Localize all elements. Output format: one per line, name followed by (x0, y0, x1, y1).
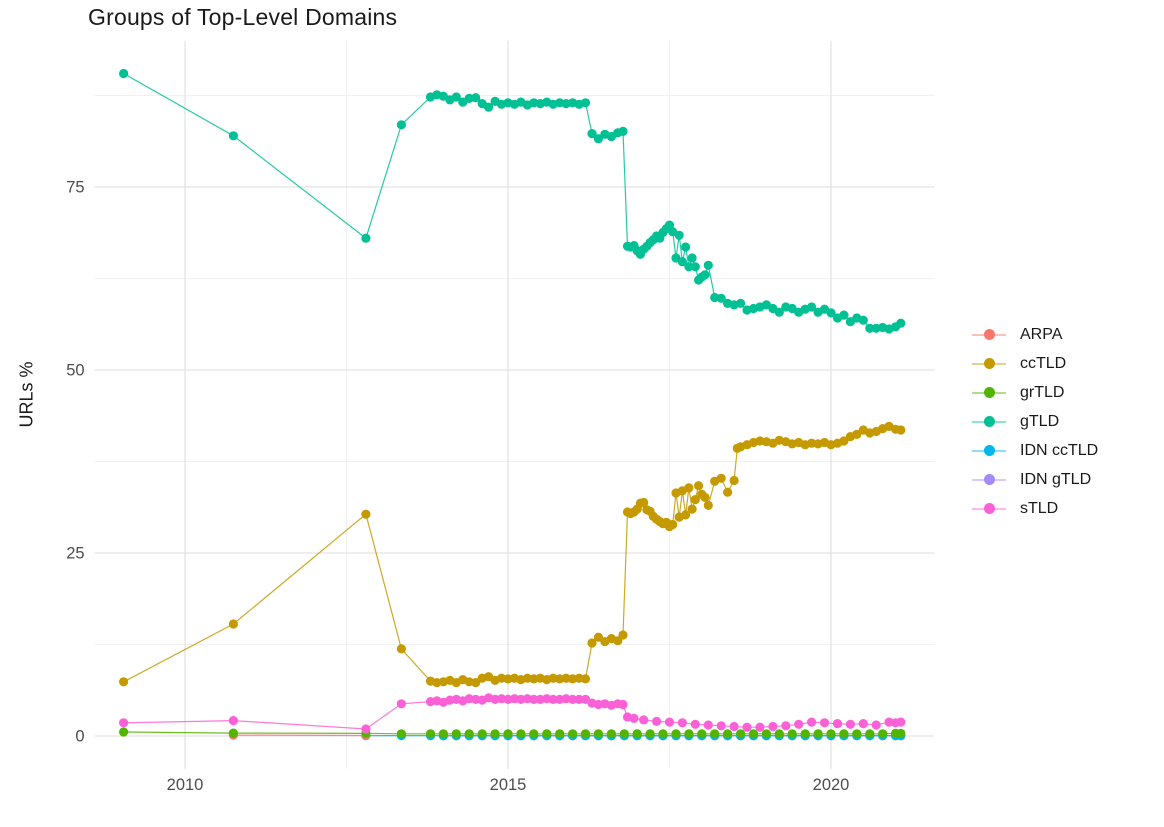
svg-text:25: 25 (66, 545, 84, 563)
svg-text:2020: 2020 (813, 776, 850, 794)
legend-item-idn-cctld: IDN ccTLD (972, 436, 1098, 465)
legend-item-grtld: grTLD (972, 378, 1098, 407)
arpa-swatch-icon (972, 329, 1006, 341)
svg-text:2010: 2010 (167, 776, 204, 794)
svg-text:2015: 2015 (490, 776, 527, 794)
gtld-swatch-icon (972, 416, 1006, 428)
legend-label: ARPA (1020, 325, 1063, 343)
chart-title: Groups of Top-Level Domains (88, 4, 398, 30)
legend-label: grTLD (1020, 383, 1065, 401)
legend-item-arpa: ARPA (972, 320, 1098, 349)
legend-item-cctld: ccTLD (972, 349, 1098, 378)
idn-gtld-swatch-icon (972, 474, 1006, 486)
legend: ARPA ccTLD grTLD gTLD IDN ccTLD IDN gTLD… (972, 320, 1098, 523)
cctld-swatch-icon (972, 358, 1006, 370)
legend-item-stld: sTLD (972, 494, 1098, 523)
stld-swatch-icon (972, 503, 1006, 515)
svg-text:75: 75 (66, 179, 84, 197)
svg-text:0: 0 (75, 728, 84, 746)
legend-label: IDN gTLD (1020, 470, 1092, 488)
svg-text:50: 50 (66, 362, 84, 380)
legend-label: IDN ccTLD (1020, 441, 1099, 459)
grtld-swatch-icon (972, 387, 1006, 399)
legend-label: gTLD (1020, 412, 1060, 430)
idn-cctld-swatch-icon (972, 445, 1006, 457)
legend-label: sTLD (1020, 499, 1059, 517)
legend-item-idn-gtld: IDN gTLD (972, 465, 1098, 494)
y-axis-title: URLs % (16, 361, 37, 428)
legend-label: ccTLD (1020, 354, 1067, 372)
legend-item-gtld: gTLD (972, 407, 1098, 436)
